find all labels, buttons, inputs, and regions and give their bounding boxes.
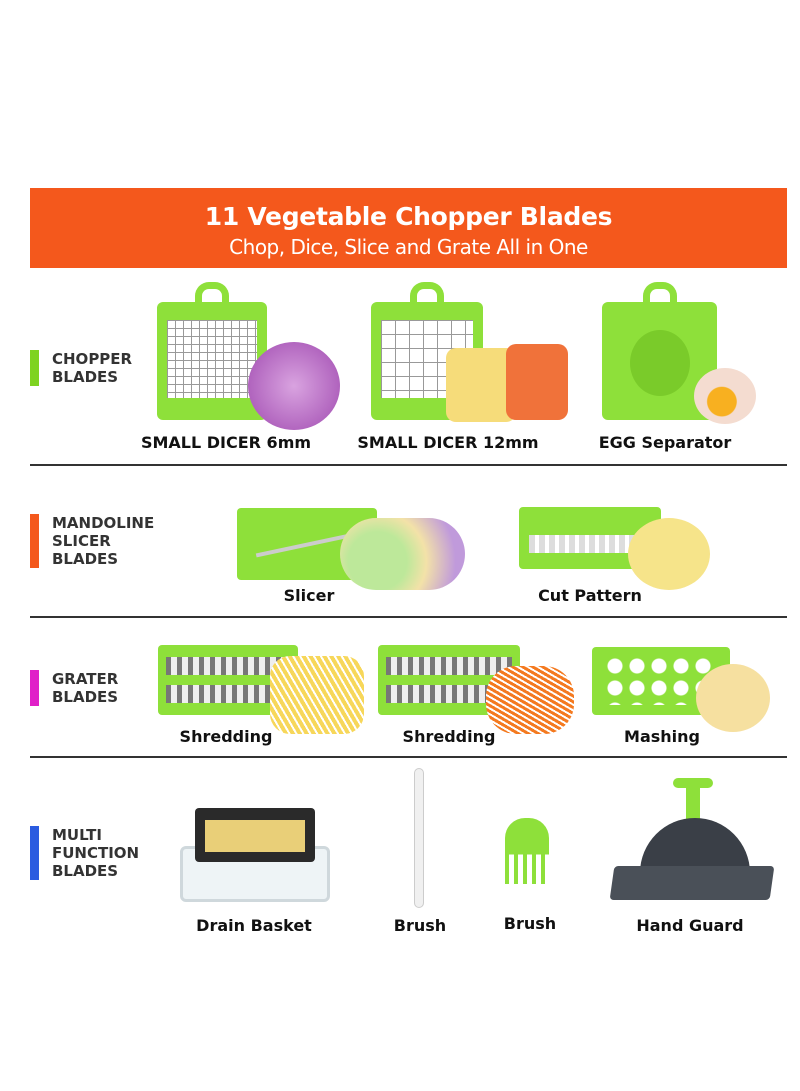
hand-guard-stem — [686, 786, 700, 822]
caption: Cut Pattern — [538, 586, 642, 605]
banner-title: 11 Vegetable Chopper Blades — [204, 202, 613, 231]
hand-guard-base — [609, 866, 775, 900]
drain-basket-image — [195, 808, 315, 862]
label-line: BLADES — [52, 688, 119, 706]
label-line: MULTI — [52, 826, 102, 844]
caption: Brush — [503, 914, 557, 933]
dicer-6mm-image — [157, 282, 267, 420]
waffle-fries-image — [628, 518, 710, 590]
caption: Hand Guard — [636, 916, 744, 935]
divider — [30, 616, 787, 618]
shredded-carrot-image — [486, 666, 574, 734]
shredded-potato-image — [270, 656, 364, 734]
caption: Mashing — [624, 727, 700, 746]
potato-cubes-image — [446, 348, 516, 422]
caption: Slicer — [283, 586, 335, 605]
label-line: BLADES — [52, 862, 119, 880]
egg-separator-image — [602, 282, 717, 420]
egg-image — [694, 368, 756, 424]
caption: Shredding — [179, 727, 273, 746]
mashing-blade-image — [592, 647, 730, 715]
divider — [30, 464, 787, 466]
carrot-cubes-image — [506, 344, 568, 420]
label-line: SLICER — [52, 532, 111, 550]
caption: SMALL DICER 12mm — [357, 433, 539, 452]
section-label-mandoline: MANDOLINE SLICER BLADES — [30, 514, 154, 568]
caption: Brush — [393, 916, 447, 935]
label-line: CHOPPER — [52, 350, 133, 368]
label-line: FUNCTION — [52, 844, 140, 862]
divider — [30, 756, 787, 758]
onion-image — [248, 342, 340, 430]
section-label-multi: MULTI FUNCTION BLADES — [30, 826, 139, 880]
caption: SMALL DICER 6mm — [140, 433, 312, 452]
label-line: GRATER — [52, 670, 119, 688]
section-marker — [30, 350, 39, 386]
section-label-chopper: CHOPPER BLADES — [30, 350, 132, 386]
small-brush-image — [505, 818, 549, 884]
hand-guard-knob — [673, 778, 713, 788]
label-line: BLADES — [52, 550, 119, 568]
label-line: BLADES — [52, 368, 119, 386]
header-banner: 11 Vegetable Chopper Blades Chop, Dice, … — [30, 188, 787, 268]
caption: Drain Basket — [196, 916, 312, 935]
sliced-vegetables-image — [340, 518, 465, 590]
mashed-potato-image — [696, 664, 770, 732]
banner-subtitle: Chop, Dice, Slice and Grate All in One — [229, 235, 588, 259]
section-label-grater: GRATER BLADES — [30, 670, 118, 706]
caption: Shredding — [402, 727, 496, 746]
label-line: MANDOLINE — [52, 514, 155, 532]
caption: EGG Separator — [598, 433, 732, 452]
long-brush-image — [414, 768, 424, 908]
